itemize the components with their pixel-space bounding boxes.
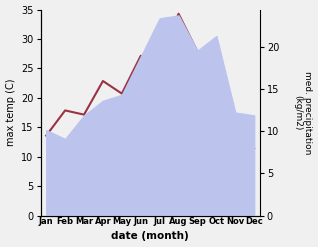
Y-axis label: max temp (C): max temp (C) xyxy=(5,79,16,146)
Y-axis label: med. precipitation
(kg/m2): med. precipitation (kg/m2) xyxy=(293,71,313,154)
X-axis label: date (month): date (month) xyxy=(111,231,189,242)
